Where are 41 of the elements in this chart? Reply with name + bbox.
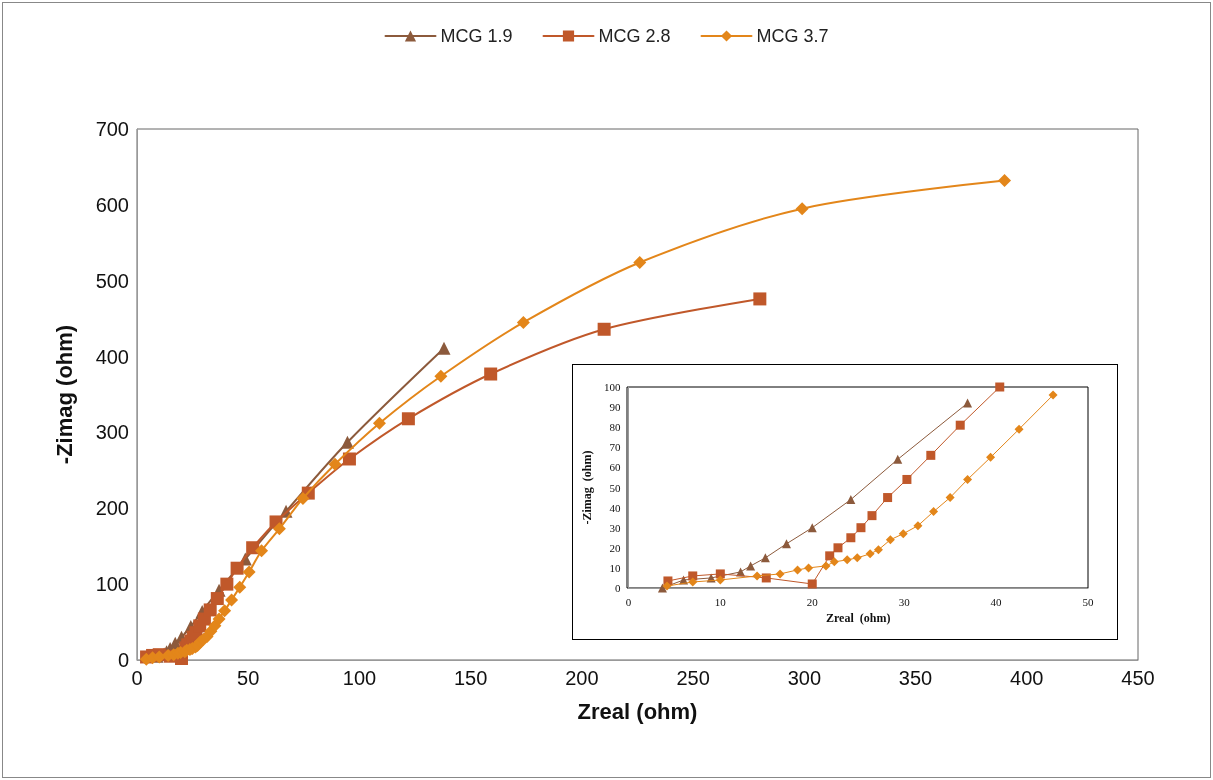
- x-tick-label: 100: [342, 667, 377, 689]
- x-tick-label: 20: [806, 595, 819, 608]
- x-tick-label: 0: [625, 595, 632, 608]
- x-tick-label: 50: [237, 667, 260, 689]
- x-tick-label: 250: [676, 667, 710, 689]
- y-tick-label: 80: [609, 421, 621, 434]
- y-axis-title: -Zimag (ohm): [51, 324, 77, 465]
- x-tick-label: 0: [131, 667, 143, 689]
- x-axis-title: Zreal (ohm): [577, 698, 698, 724]
- x-tick-label: 450: [1121, 667, 1155, 689]
- legend-label: MCG 3.7: [756, 26, 829, 46]
- x-tick-label: 300: [787, 667, 822, 689]
- x-tick-label: 400: [1010, 667, 1044, 689]
- y-tick-label: 300: [95, 421, 129, 444]
- y-tick-label: 0: [117, 649, 129, 671]
- y-tick-label: 20: [609, 541, 621, 554]
- y-tick-label: 0: [614, 582, 621, 594]
- y-tick-label: 60: [609, 461, 621, 474]
- y-tick-label: 600: [95, 193, 129, 216]
- y-tick-label: 50: [609, 481, 621, 494]
- x-tick-label: 10: [714, 595, 727, 608]
- x-tick-label: 200: [565, 667, 599, 689]
- x-tick-label: 40: [990, 595, 1003, 608]
- legend-label: MCG 1.9: [440, 26, 513, 46]
- y-tick-label: 200: [95, 497, 129, 520]
- x-tick-label: 350: [898, 667, 933, 689]
- y-tick-label: 90: [609, 401, 621, 414]
- y-tick-label: 100: [603, 381, 621, 393]
- y-axis-title: -Zimag (ohm): [580, 450, 594, 525]
- y-tick-label: 10: [609, 561, 621, 574]
- x-tick-label: 150: [453, 667, 488, 689]
- y-tick-label: 40: [609, 501, 621, 514]
- legend-label: MCG 2.8: [598, 26, 671, 46]
- x-axis-title: Zreal (ohm): [825, 610, 891, 625]
- y-tick-label: 70: [609, 441, 621, 454]
- y-tick-label: 30: [609, 521, 621, 534]
- y-tick-label: 700: [95, 118, 129, 140]
- y-tick-label: 400: [95, 345, 129, 368]
- y-tick-label: 500: [95, 269, 129, 292]
- x-tick-label: 50: [1082, 595, 1094, 608]
- x-tick-label: 30: [898, 595, 911, 608]
